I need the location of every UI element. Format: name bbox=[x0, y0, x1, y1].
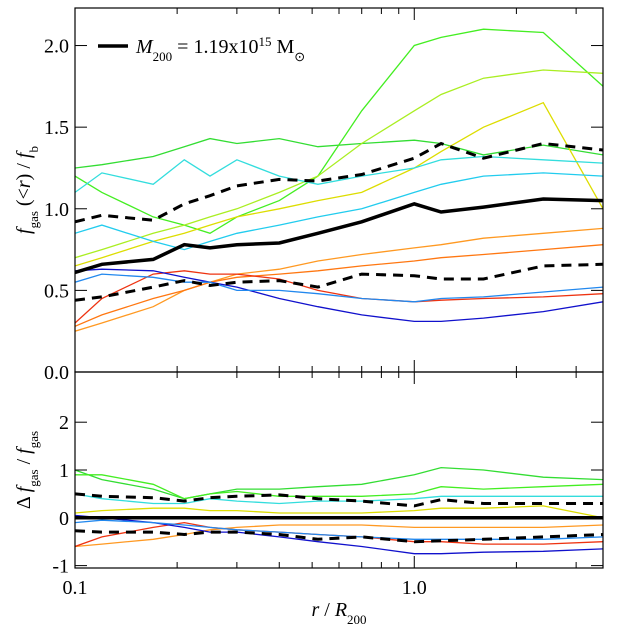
series-line bbox=[75, 28, 603, 235]
series-line bbox=[75, 505, 603, 519]
text-part: 15 bbox=[258, 34, 271, 49]
series-line bbox=[75, 492, 603, 508]
y-tick-label: 2 bbox=[59, 412, 69, 434]
text-part: / bbox=[13, 454, 35, 470]
text-part: (< bbox=[13, 188, 35, 211]
series-line bbox=[75, 268, 603, 323]
text-part: ) / bbox=[13, 158, 35, 180]
text-part: gas bbox=[26, 469, 41, 486]
text-part: / bbox=[319, 599, 335, 621]
y-tick-label: 0.0 bbox=[44, 362, 69, 384]
series-line bbox=[75, 155, 603, 193]
text-part: M bbox=[135, 36, 154, 58]
series-line bbox=[75, 172, 603, 251]
text-part: Δ bbox=[13, 492, 35, 509]
text-part: b bbox=[26, 146, 41, 153]
x-axis-label: r / R200 bbox=[311, 599, 366, 627]
series-line bbox=[75, 519, 603, 540]
x-tick-label: 0.1 bbox=[63, 577, 88, 599]
y-tick-label: 1.5 bbox=[44, 117, 69, 139]
series-line bbox=[75, 69, 603, 259]
series-line bbox=[75, 466, 603, 500]
series-line bbox=[75, 270, 603, 324]
text-part: f bbox=[13, 446, 35, 454]
text-part: gas bbox=[26, 431, 41, 448]
y-tick-label: -1 bbox=[52, 556, 69, 578]
series-line bbox=[75, 137, 603, 169]
series-line bbox=[75, 141, 603, 224]
text-part: ⊙ bbox=[294, 49, 305, 64]
y-tick-label: 2.0 bbox=[44, 36, 69, 58]
y-tick-label: 1.0 bbox=[44, 199, 69, 221]
legend-label: M200 = 1.19x1015 M⊙ bbox=[135, 34, 305, 64]
plot-lines bbox=[75, 28, 603, 332]
series-line bbox=[75, 474, 603, 500]
series-line bbox=[75, 273, 603, 303]
text-part: 200 bbox=[153, 49, 173, 64]
x-tick-label: 1.0 bbox=[402, 577, 427, 599]
series-line bbox=[75, 493, 603, 505]
y-tick-label: 0 bbox=[59, 508, 69, 530]
text-part: 200 bbox=[347, 612, 367, 627]
plot-lines bbox=[75, 466, 603, 555]
series-line bbox=[75, 262, 603, 302]
y-tick-label: 1 bbox=[59, 460, 69, 482]
text-part: gas bbox=[26, 211, 41, 228]
series-line bbox=[75, 227, 603, 332]
text-part: f bbox=[13, 226, 35, 234]
text-part: R bbox=[334, 599, 347, 621]
series-line bbox=[75, 244, 603, 327]
series-line bbox=[75, 524, 603, 548]
series-line bbox=[75, 197, 603, 275]
text-part: r bbox=[13, 180, 35, 188]
text-part: f bbox=[13, 150, 35, 158]
text-part: = 1.19x10 bbox=[172, 36, 258, 58]
text-part: f bbox=[13, 484, 35, 492]
series-line bbox=[75, 529, 603, 544]
y-axis-label: fgas (<r) / fb bbox=[13, 146, 41, 234]
y-axis-label: Δ fgas / fgas bbox=[13, 431, 41, 509]
text-part: r bbox=[311, 599, 319, 621]
text-part: M bbox=[271, 36, 294, 58]
series-line bbox=[75, 521, 603, 548]
series-line bbox=[75, 101, 603, 267]
y-tick-label: 0.5 bbox=[44, 280, 69, 302]
series-line bbox=[75, 514, 603, 555]
